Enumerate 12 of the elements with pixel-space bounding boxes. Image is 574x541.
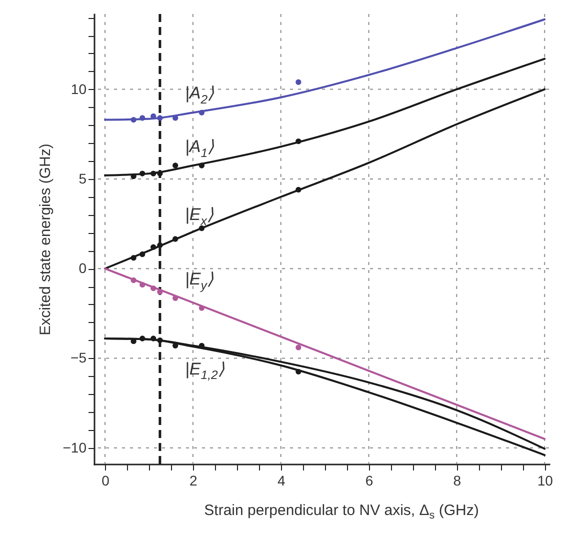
x-tick-label: 10 (537, 472, 554, 488)
y-tick-label: 5 (78, 170, 87, 186)
x-tick-label: 0 (102, 472, 110, 488)
x-tick-label: 4 (277, 472, 286, 488)
y-tick-label: −5 (70, 350, 87, 366)
y-tick-label: 0 (78, 260, 87, 276)
x-tick-label: 6 (365, 472, 374, 488)
y-tick-label: 10 (70, 80, 87, 97)
x-tick-label: 2 (190, 472, 198, 488)
y-tick-label: −10 (62, 439, 87, 456)
x-tick-label: 8 (453, 472, 462, 488)
y-axis-title: Excited state energies (GHz) (36, 144, 54, 336)
